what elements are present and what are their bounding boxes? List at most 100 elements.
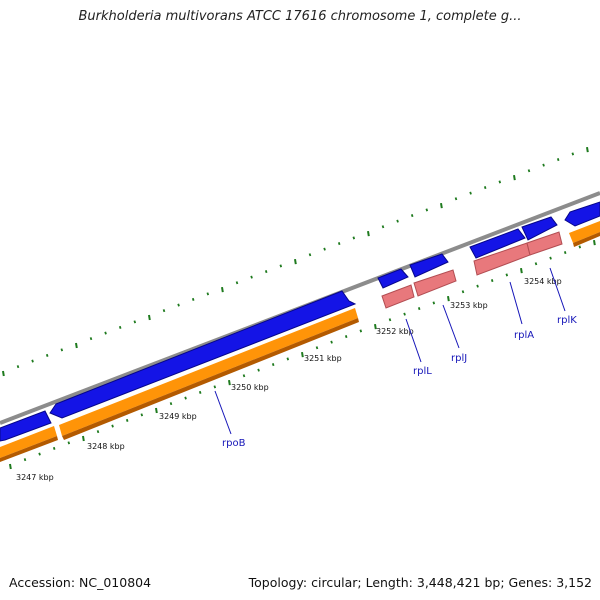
scale-tick	[294, 258, 297, 265]
reverse-cds-segment[interactable]	[59, 308, 358, 436]
scale-tick	[534, 262, 538, 266]
scale-tick	[571, 152, 575, 156]
scale-tick	[31, 359, 34, 363]
gene-label-rplk[interactable]: rplK	[557, 315, 577, 326]
gene-arrow[interactable]	[0, 410, 52, 442]
scale-tick	[447, 295, 450, 302]
reverse-cds-segment[interactable]	[0, 426, 57, 458]
ruler-label: 3254 kbp	[524, 277, 562, 286]
scale-tick	[162, 309, 166, 313]
scale-tick	[38, 452, 41, 456]
scale-tick	[264, 270, 268, 274]
label-leader-rplj	[442, 304, 460, 349]
scale-tick	[191, 297, 195, 301]
accession-text: Accession: NC_010804	[9, 575, 152, 590]
reverse-cds-segment[interactable]	[569, 221, 600, 243]
scale-tick	[140, 413, 144, 417]
reverse-cds-segment[interactable]	[573, 232, 600, 247]
scale-tick	[388, 318, 392, 322]
scale-tick	[425, 208, 429, 212]
scale-tick	[359, 329, 363, 333]
map-title: Burkholderia multivorans ATCC 17616 chro…	[78, 9, 522, 24]
ruler-label: 3250 kbp	[231, 383, 269, 392]
scale-tick	[403, 312, 406, 316]
rna-gene-rplj[interactable]	[413, 269, 457, 297]
scale-tick	[520, 267, 523, 274]
scale-tick	[271, 363, 275, 367]
scale-tick	[323, 247, 326, 251]
scale-tick	[111, 424, 114, 428]
scale-tick	[352, 236, 356, 240]
scale-tick	[374, 323, 377, 330]
scale-tick	[60, 348, 64, 352]
scale-tick	[586, 146, 589, 153]
scale-tick	[505, 273, 509, 277]
rna-gene-rpll[interactable]	[381, 284, 415, 309]
scale-tick	[221, 286, 224, 293]
label-leader-rpla	[509, 281, 523, 325]
scale-tick	[118, 325, 122, 329]
scale-tick	[476, 284, 479, 288]
ruler-labels: 3247 kbp 3248 kbp 3249 kbp 3250 kbp 3251…	[16, 277, 562, 482]
scale-tick	[75, 342, 78, 349]
scale-tick	[169, 402, 173, 406]
gene-label-rplj[interactable]: rplJ	[451, 353, 467, 364]
ruler-label: 3249 kbp	[159, 412, 197, 421]
scale-tick	[198, 390, 202, 394]
scale-tick	[125, 418, 129, 422]
scale-tick	[257, 368, 260, 372]
reverse-cds-segment[interactable]	[62, 318, 359, 440]
rpll-gene-arrow[interactable]	[377, 268, 409, 289]
gene-arrow[interactable]	[564, 201, 600, 227]
rpob-gene-arrow[interactable]	[49, 290, 357, 419]
reverse-strand-genes[interactable]	[0, 221, 600, 462]
scale-tick	[527, 169, 531, 173]
label-leader-rpll	[405, 318, 422, 363]
reverse-cds-segment[interactable]	[0, 436, 58, 462]
scale-tick	[549, 256, 552, 260]
scale-tick	[432, 301, 436, 305]
scale-tick	[440, 202, 443, 209]
scale-tick	[337, 242, 341, 246]
rplj-gene-arrow[interactable]	[409, 253, 449, 278]
scale-tick	[454, 197, 458, 201]
scale-tick	[556, 158, 560, 162]
rna-genes[interactable]	[381, 231, 563, 309]
scale-tick	[16, 365, 20, 369]
scale-tick	[96, 430, 100, 434]
gene-label-lines	[214, 267, 566, 435]
scale-tick	[177, 303, 180, 307]
label-leader-rpob	[214, 390, 232, 435]
scale-tick	[242, 374, 246, 378]
scale-tick	[235, 281, 239, 285]
scale-tick	[301, 351, 304, 358]
scale-tick	[2, 370, 5, 377]
scale-tick	[513, 174, 516, 181]
rpla-gene-arrow[interactable]	[469, 228, 526, 259]
gene-label-rpla[interactable]: rplA	[514, 330, 534, 341]
scale-tick	[279, 264, 283, 268]
gene-label-rpll[interactable]: rplL	[413, 366, 432, 377]
scale-tick	[461, 290, 465, 294]
rna-gene-rplk[interactable]	[526, 231, 563, 256]
gene-labels[interactable]: rpoB rplL rplJ rplA rplK	[222, 315, 577, 449]
scale-tick	[206, 292, 210, 296]
scale-tick	[67, 441, 71, 445]
scale-tick	[498, 180, 502, 184]
ruler-label: 3251 kbp	[304, 354, 342, 363]
scale-tick	[330, 340, 333, 344]
gene-label-rpob[interactable]: rpoB	[222, 438, 246, 449]
ruler-label: 3252 kbp	[376, 327, 414, 336]
ruler-label: 3247 kbp	[16, 473, 54, 482]
scale-tick	[578, 245, 582, 249]
scale-tick	[593, 239, 596, 246]
scale-tick	[483, 186, 487, 190]
scale-tick	[184, 396, 187, 400]
scale-tick	[148, 314, 151, 321]
scale-tick	[563, 251, 567, 255]
ruler-label: 3248 kbp	[87, 442, 125, 451]
scale-tick	[228, 379, 231, 386]
forward-strand-genes[interactable]	[0, 201, 600, 442]
rplk-gene-arrow[interactable]	[521, 216, 558, 241]
